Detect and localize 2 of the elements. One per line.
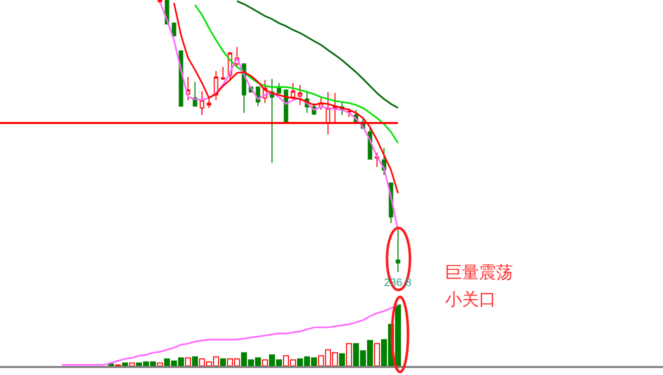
text: 巨量震荡 bbox=[445, 263, 513, 283]
text: 小关口 bbox=[445, 290, 496, 310]
